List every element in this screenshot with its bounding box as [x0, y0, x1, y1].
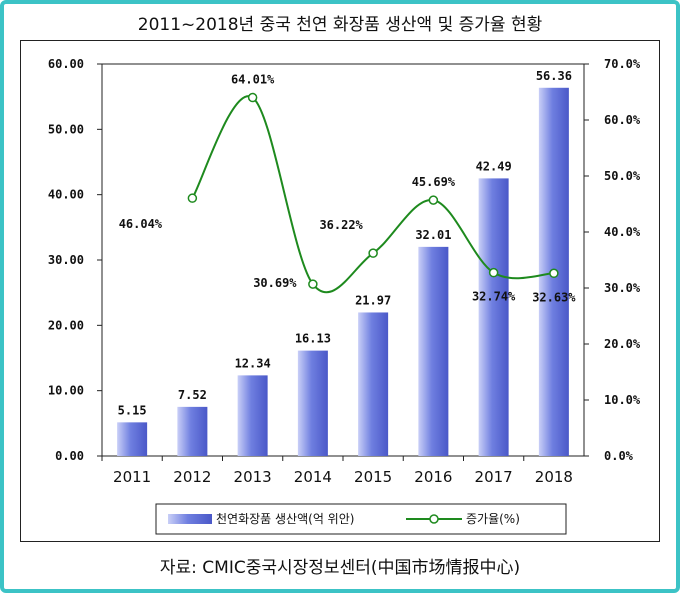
chart-border — [20, 40, 660, 542]
source-caption: 자료: CMIC중국시장정보센터(中国市场情报中心) — [159, 558, 521, 578]
growth-value-label: 46.04% — [119, 217, 163, 231]
legend-bar-swatch — [168, 514, 212, 524]
bar — [237, 375, 268, 456]
x-tick-label: 2016 — [414, 468, 452, 486]
bar — [297, 350, 328, 456]
y-right-tick-label: 10.0% — [604, 393, 641, 407]
growth-value-label: 45.69% — [412, 175, 456, 189]
growth-point — [308, 279, 318, 289]
plot-area — [101, 63, 585, 457]
x-tick-label: 2011 — [113, 468, 151, 486]
y-right-tick-label: 30.0% — [604, 281, 641, 295]
y-right-tick-label: 0.0% — [604, 449, 634, 463]
chart: 0.00 10.00 20.00 30.00 40.00 50.00 60.00 0.0% 10… — [48, 57, 641, 535]
y-left-tick-label: 50.00 — [48, 122, 84, 136]
y-right-tick-label: 60.0% — [604, 113, 641, 127]
growth-point — [428, 195, 439, 205]
x-tick-label: 2013 — [234, 468, 272, 486]
y-right-tick-label: 20.0% — [604, 337, 641, 351]
bar-value-label: 12.34 — [235, 356, 271, 370]
bar — [418, 246, 449, 456]
y-left-tick-label: 20.00 — [48, 318, 84, 332]
growth-point — [488, 267, 499, 278]
y-left-tick-label: 0.00 — [55, 449, 84, 463]
legend-line-label: 증가율(%) — [466, 512, 520, 526]
x-tick-label: 2018 — [535, 468, 573, 486]
bar-value-label: 42.49 — [476, 159, 512, 173]
bar-value-label: 32.01 — [415, 228, 451, 242]
bar — [177, 406, 208, 456]
growth-point — [368, 248, 378, 258]
y-left-tick-label: 40.00 — [48, 188, 84, 202]
legend-line-marker — [429, 514, 439, 524]
legend-box — [155, 503, 567, 535]
bar-value-label: 5.15 — [118, 403, 147, 417]
y-left-tick-label: 60.00 — [48, 57, 84, 71]
growth-point — [187, 193, 198, 203]
bar-value-label: 16.13 — [295, 332, 331, 346]
x-tick-label: 2015 — [354, 468, 392, 486]
bar — [358, 312, 389, 456]
legend-bar-label: 천연화장품 생산액(억 위안) — [216, 511, 354, 526]
bar-value-label: 56.36 — [536, 69, 572, 83]
chart-title: 2011~2018년 중국 천연 화장품 생산액 및 증가율 현황 — [137, 15, 543, 35]
growth-value-label: 32.63% — [532, 290, 576, 304]
y-right-tick-label: 70.0% — [604, 57, 641, 71]
y-right-tick-label: 50.0% — [604, 169, 641, 183]
bar-value-label: 21.97 — [355, 293, 391, 307]
growth-value-label: 64.01% — [231, 73, 275, 87]
growth-value-label: 30.69% — [253, 276, 297, 290]
growth-point — [247, 92, 258, 103]
growth-point — [549, 268, 559, 279]
bar-value-label: 7.52 — [178, 388, 207, 402]
bar — [478, 178, 509, 456]
x-tick-label: 2012 — [173, 468, 211, 486]
y-right-tick-label: 40.0% — [604, 225, 641, 239]
x-tick-label: 2014 — [294, 468, 332, 486]
x-tick-label: 2017 — [475, 468, 513, 486]
growth-value-label: 32.74% — [472, 290, 516, 304]
y-left-tick-label: 10.00 — [48, 384, 84, 398]
bar — [117, 422, 148, 456]
y-left-tick-label: 30.00 — [48, 253, 84, 267]
growth-value-label: 36.22% — [319, 218, 363, 232]
